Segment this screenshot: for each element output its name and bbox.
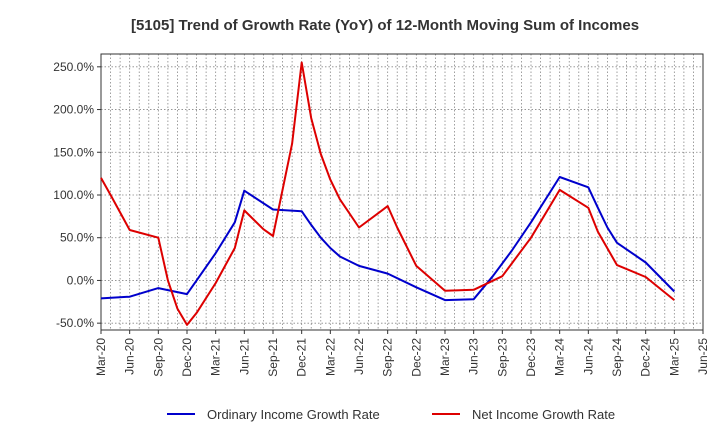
- legend-label: Net Income Growth Rate: [472, 407, 615, 422]
- series-group: [100, 61, 676, 326]
- x-tick-label: Sep-24: [610, 338, 624, 377]
- y-tick-label: 50.0%: [60, 231, 94, 245]
- x-tick-label: Jun-23: [467, 338, 481, 375]
- y-tick-label: 250.0%: [53, 60, 94, 74]
- x-tick-label: Jun-25: [696, 338, 710, 375]
- x-tick-label: Dec-24: [639, 338, 653, 377]
- legend-label: Ordinary Income Growth Rate: [207, 407, 380, 422]
- x-tick-label: Mar-23: [438, 338, 452, 376]
- series-line-ordinary-income: [100, 176, 676, 302]
- series-line-net-income: [100, 61, 675, 326]
- x-tick-label: Jun-24: [581, 338, 595, 375]
- x-tick-label: Sep-22: [381, 338, 395, 377]
- x-tick-label: Mar-20: [94, 338, 108, 376]
- x-tick-label: Mar-24: [553, 338, 567, 376]
- x-tick-label: Dec-23: [524, 338, 538, 377]
- chart-title: [5105] Trend of Growth Rate (YoY) of 12-…: [131, 17, 639, 34]
- y-tick-label: 0.0%: [67, 273, 95, 287]
- x-tick-label: Mar-25: [667, 338, 681, 376]
- x-tick-label: Jun-22: [352, 338, 366, 375]
- x-tick-label: Mar-22: [323, 338, 337, 376]
- x-tick-label: Mar-21: [209, 338, 223, 376]
- y-tick-label: 100.0%: [53, 188, 94, 202]
- y-axis: 250.0% 200.0% 150.0% 100.0% 50.0% 0.0% -50.0%: [53, 60, 101, 330]
- x-tick-label: Dec-21: [295, 338, 309, 377]
- x-tick-label: Dec-22: [409, 338, 423, 377]
- x-tick-label: Sep-20: [151, 338, 165, 377]
- y-tick-label: 150.0%: [53, 145, 94, 159]
- y-tick-label: -50.0%: [56, 316, 94, 330]
- y-tick-label: 200.0%: [53, 103, 94, 117]
- x-tick-label: Jun-20: [123, 338, 137, 375]
- plot-frame: [100, 53, 704, 331]
- legend: Ordinary Income Growth Rate Net Income Gr…: [167, 407, 615, 422]
- x-tick-label: Sep-21: [266, 338, 280, 377]
- x-tick-label: Sep-23: [495, 338, 509, 377]
- x-tick-label: Dec-20: [180, 338, 194, 377]
- x-tick-label: Jun-21: [237, 338, 251, 375]
- x-axis: Mar-20 Jun-20 Sep-20 Dec-20 Mar-21 Jun-21 Sep-…: [94, 330, 710, 377]
